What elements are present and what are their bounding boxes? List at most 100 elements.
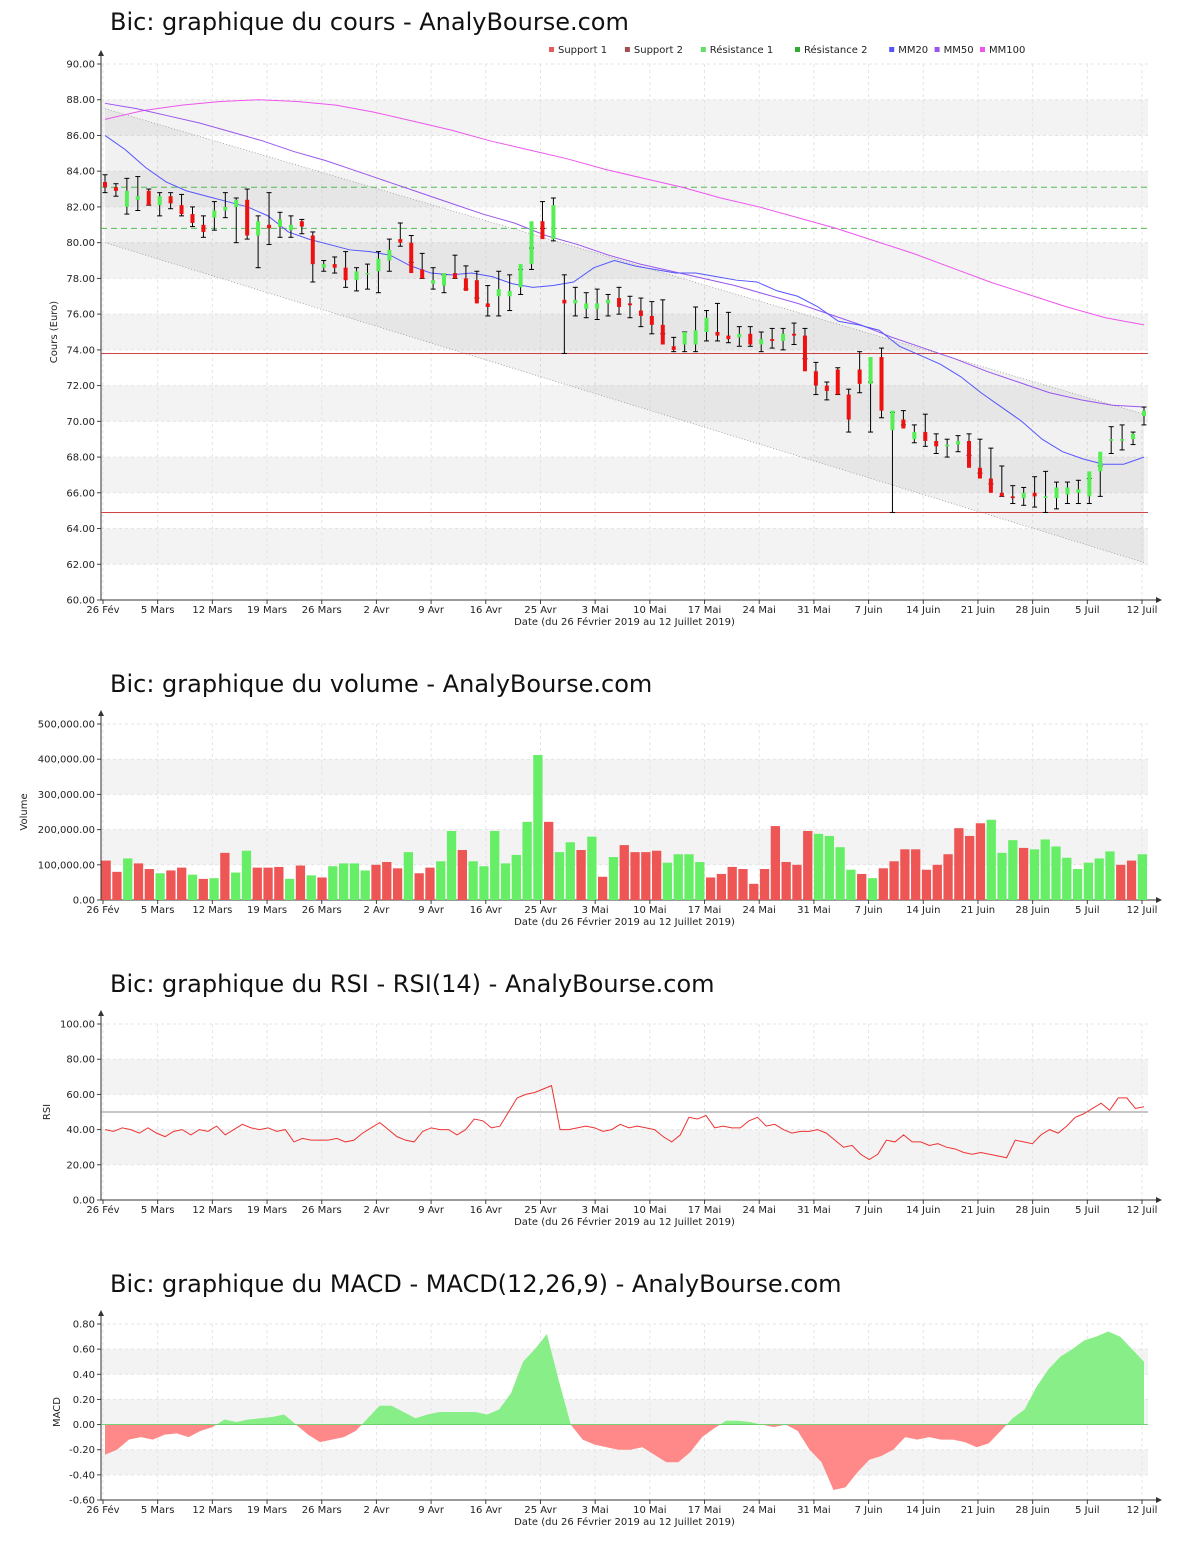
grid-band bbox=[101, 759, 1148, 795]
y-tick-label: 0.80 bbox=[73, 1320, 95, 1331]
candle-body bbox=[1065, 487, 1070, 495]
candle-body bbox=[343, 267, 348, 281]
x-tick-label: 10 Mai bbox=[633, 905, 666, 916]
volume-bar bbox=[295, 865, 306, 900]
candle bbox=[1043, 470, 1049, 513]
price-panel: Bic: graphique du cours - AnalyBourse.co… bbox=[0, 0, 1200, 640]
candle bbox=[747, 326, 753, 347]
candle-body bbox=[967, 440, 972, 468]
candle-body bbox=[277, 219, 282, 227]
candle bbox=[780, 327, 786, 351]
y-tick-label: 60.00 bbox=[66, 1090, 95, 1101]
x-tick-label: 14 Juin bbox=[906, 605, 940, 616]
candle-body bbox=[1087, 471, 1092, 497]
candle-body bbox=[726, 335, 731, 340]
candle bbox=[255, 215, 261, 269]
x-tick-label: 19 Mars bbox=[247, 905, 287, 916]
candle-body bbox=[649, 315, 654, 325]
x-axis-arrow bbox=[1156, 597, 1162, 603]
volume-bar bbox=[792, 864, 802, 900]
candle bbox=[638, 297, 644, 328]
y-tick-label: 500,000.00 bbox=[38, 720, 95, 731]
volume-bar bbox=[878, 868, 888, 900]
x-tick-label: 26 Fév bbox=[86, 1504, 119, 1516]
x-tick-label: 31 Mai bbox=[797, 605, 830, 616]
volume-bar bbox=[1040, 839, 1050, 900]
candle bbox=[922, 413, 928, 447]
candle bbox=[419, 252, 425, 279]
x-axis-arrow bbox=[1156, 897, 1162, 903]
x-tick-label: 3 Mai bbox=[582, 1205, 609, 1216]
candle-body bbox=[507, 290, 512, 297]
x-tick-label: 2 Avr bbox=[364, 1205, 391, 1216]
candle bbox=[168, 192, 174, 210]
candle-body bbox=[321, 264, 326, 268]
x-tick-label: 12 Juil bbox=[1127, 1205, 1158, 1216]
candle bbox=[354, 267, 360, 292]
grid-band bbox=[101, 99, 1148, 136]
rsi-panel: Bic: graphique du RSI - RSI(14) - AnalyB… bbox=[0, 960, 1200, 1250]
candle bbox=[758, 331, 764, 353]
grid-band bbox=[101, 457, 1148, 493]
candle bbox=[900, 410, 906, 429]
candle bbox=[966, 433, 972, 468]
candle-body bbox=[267, 224, 272, 229]
volume-bar bbox=[641, 852, 651, 900]
volume-bar bbox=[263, 867, 273, 900]
candle bbox=[868, 357, 874, 433]
y-tick-label: 200,000.00 bbox=[38, 825, 95, 836]
volume-bar bbox=[155, 873, 165, 900]
x-tick-label: 7 Juin bbox=[855, 905, 883, 916]
volume-bar bbox=[241, 850, 252, 900]
macd-negative-area bbox=[761, 1424, 786, 1428]
y-tick-label: 80.00 bbox=[66, 1055, 95, 1066]
x-tick-label: 26 Mars bbox=[302, 1505, 342, 1516]
x-tick-label: 28 Juin bbox=[1015, 1505, 1049, 1516]
x-tick-label: 17 Mai bbox=[688, 905, 721, 916]
candle bbox=[124, 177, 130, 215]
candle-body bbox=[1076, 489, 1081, 493]
x-tick-label: 26 Mars bbox=[302, 905, 342, 916]
x-tick-label: 24 Mai bbox=[742, 905, 775, 916]
x-tick-label: 26 Fév bbox=[86, 1204, 119, 1216]
candle bbox=[441, 273, 447, 294]
macd-negative-area bbox=[105, 1424, 217, 1455]
legend-swatch bbox=[889, 47, 895, 52]
candle bbox=[955, 435, 961, 453]
x-tick-label: 19 Mars bbox=[247, 1205, 287, 1216]
y-tick-label: 72.00 bbox=[66, 381, 95, 392]
y-axis-arrow bbox=[98, 1010, 104, 1016]
candle-body bbox=[802, 335, 807, 372]
volume-bar bbox=[1116, 864, 1126, 900]
x-axis-title: Date (du 26 Février 2019 au 12 Juillet 2… bbox=[514, 916, 735, 928]
x-tick-label: 16 Avr bbox=[470, 1205, 503, 1216]
volume-bar bbox=[900, 849, 910, 900]
candle-body bbox=[1021, 492, 1026, 499]
candle-body bbox=[551, 205, 556, 240]
volume-bar bbox=[587, 836, 597, 900]
volume-bar bbox=[112, 871, 122, 900]
x-tick-label: 21 Juin bbox=[961, 605, 995, 616]
candle bbox=[1054, 481, 1060, 510]
candle bbox=[889, 410, 895, 513]
legend-label: MM50 bbox=[944, 45, 974, 56]
macd-negative-area bbox=[570, 1424, 721, 1463]
candle-body bbox=[835, 369, 840, 395]
y-tick-label: 86.00 bbox=[66, 131, 95, 142]
y-tick-label: -0.40 bbox=[69, 1470, 95, 1481]
legend-item: Support 2 bbox=[624, 45, 683, 56]
candle bbox=[550, 197, 556, 242]
candle-body bbox=[573, 299, 578, 304]
volume-bar bbox=[252, 867, 262, 900]
volume-bar bbox=[479, 866, 489, 900]
grid-band bbox=[101, 314, 1148, 350]
channel-upper-line bbox=[104, 108, 1145, 415]
volume-bar bbox=[889, 861, 899, 900]
candle-body bbox=[1120, 439, 1125, 441]
candle bbox=[944, 438, 950, 458]
candle-body bbox=[540, 221, 545, 240]
candle bbox=[736, 326, 742, 347]
y-axis-arrow bbox=[98, 710, 104, 716]
candle bbox=[802, 327, 808, 372]
y-tick-label: 74.00 bbox=[66, 345, 95, 356]
